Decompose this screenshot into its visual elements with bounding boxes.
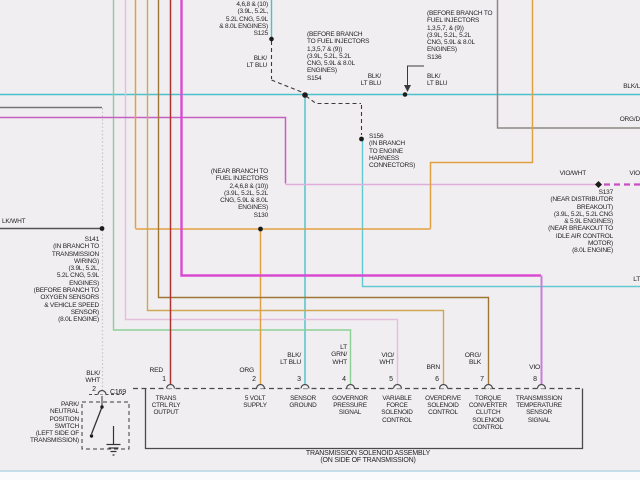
splice-s125 <box>269 36 274 42</box>
pin5-number: 5 <box>389 376 393 383</box>
pin2-function: 5 VOLT SUPPLY <box>243 395 267 410</box>
pin7-number: 7 <box>480 376 484 383</box>
wire-label-s154: BLK/ LT BLU <box>360 73 381 88</box>
pin7-wire-label: ORG/ BLK <box>464 352 481 367</box>
pin6-number: 6 <box>435 376 439 383</box>
pin3-wire-label: BLK/ LT BLU <box>280 352 301 367</box>
wire-label-s136: BLK/ LT BLU <box>427 73 448 88</box>
bottom-strip <box>0 472 640 480</box>
note-s125: 4,6,8 & (10) (3.9L, 5.2L, 5.2L CNG, 5.9L… <box>219 1 268 38</box>
c169-bump <box>97 389 107 395</box>
park-neutral-switch <box>81 389 130 456</box>
pin2-wire-label: ORG <box>239 367 254 374</box>
pin4-function: GOVERNOR PRESSURE SIGNAL <box>332 395 368 417</box>
c169-label: C169 <box>110 389 126 396</box>
label-vio-right: VIO <box>629 170 640 177</box>
splice-s137 <box>594 180 603 189</box>
note-s137: S137 (NEAR DISTRIBUTOR BREAKOUT) (3.9L, … <box>548 189 613 255</box>
wire-org <box>134 0 534 389</box>
wire-brn <box>146 0 445 389</box>
pin8-wire-label: VIO <box>529 364 540 371</box>
pin2-number: 2 <box>252 376 256 383</box>
wire-lt-grn-wht <box>112 0 352 389</box>
splice-s141 <box>99 226 105 231</box>
pin8-number: 8 <box>533 376 537 383</box>
wire-blk-wht <box>0 106 104 392</box>
wire-vio-wht-s137 <box>0 116 640 186</box>
note-s156: S156 (IN BRANCH TO ENGINE HARNESS CONNEC… <box>369 133 416 170</box>
solenoid-connector <box>133 383 584 450</box>
assembly-label: TRANSMISSION SOLENOID ASSEMBLY (ON SIDE … <box>305 450 431 465</box>
s136-arrowhead <box>404 85 411 92</box>
switch-lever <box>90 406 103 435</box>
splice-s156 <box>359 136 364 142</box>
pin4-number: 4 <box>342 376 346 383</box>
wire-org-db <box>496 0 640 129</box>
solenoid-box <box>144 388 584 450</box>
label-org-db-right: ORG/D <box>619 116 640 123</box>
pin3-function: SENSOR GROUND <box>289 395 317 410</box>
wire-vio-wht-pin5 <box>124 0 399 389</box>
pin6-function: OVERDRIVE SOLENOID CONTROL <box>425 395 461 417</box>
splice-s130 <box>258 226 263 232</box>
splice-s154 <box>302 92 308 98</box>
pin7-function: TORQUE CONVERTER CLUTCH SOLENOID CONTROL <box>468 395 508 431</box>
switch-box <box>81 401 130 450</box>
wire-org-blk <box>157 0 490 389</box>
label-blk-wht-left: LK/WHT <box>2 218 26 225</box>
ground-symbol <box>106 426 121 456</box>
wire-label-s125: BLK/ LT BLU <box>246 55 267 70</box>
wire-vio <box>180 0 543 389</box>
note-s154: (BEFORE BRANCH TO FUEL INJECTORS 1,3,5,7… <box>307 31 370 82</box>
label-lt-right: LT <box>633 276 640 283</box>
wire-blk-lt-blu <box>0 0 640 389</box>
pin3-number: 3 <box>297 376 301 383</box>
pin1-number: 1 <box>162 376 166 383</box>
pin8-function: TRANSMISSION TEMPERATURE SENSOR SIGNAL <box>515 395 563 424</box>
pin1-function: TRANS CTRL RLY OUTPUT <box>151 395 181 417</box>
pin4-wire-label: LT GRN/ WHT <box>331 344 347 366</box>
splice-s136 <box>402 92 408 97</box>
label-blk-lt-blu-right: BLK/L <box>623 83 640 90</box>
label-vio-wht: VIO/WHT <box>559 170 587 177</box>
note-s130: (NEAR BRANCH TO FUEL INJECTORS 2,4,6,8 &… <box>210 168 268 219</box>
pin5-function: VARIABLE FORCE SOLENOID CONTROL <box>381 395 413 424</box>
pin5-wire-label: VIO/ WHT <box>379 352 394 367</box>
switch-wire-label: BLK/ WHT <box>85 370 100 385</box>
pin1-wire-label: RED <box>149 367 163 374</box>
s136-leader-line <box>407 65 424 85</box>
pin6-wire-label: BRN <box>426 364 440 371</box>
switch-pin-number: 2 <box>92 386 96 393</box>
switch-label: PARK/ NEUTRAL POSITION SWITCH (LEFT SIDE… <box>29 401 79 445</box>
splice-dashed-links <box>270 41 363 135</box>
pin-bumps <box>165 383 547 389</box>
note-s141: S141 (IN BRANCH TO TRANSMISSION WIRING) … <box>33 236 100 324</box>
splice-dots <box>99 36 603 232</box>
note-s136: (BEFORE BRANCH TO FUEL INJECTORS 1,3,5,7… <box>427 10 493 61</box>
